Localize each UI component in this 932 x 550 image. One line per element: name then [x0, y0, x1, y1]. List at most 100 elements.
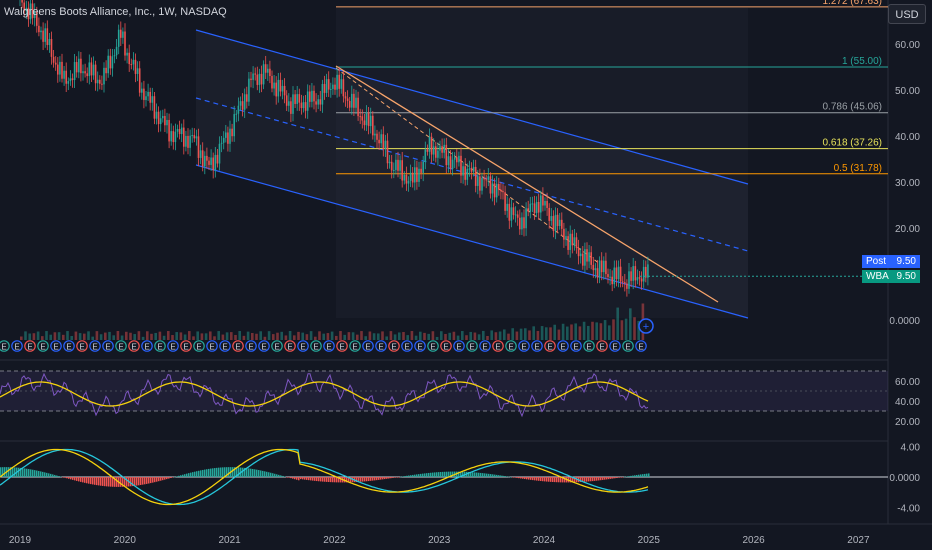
candle-body	[384, 140, 387, 149]
channel-mid-line	[195, 97, 749, 252]
volume-bar	[549, 327, 552, 340]
candle-body	[590, 252, 592, 265]
volume-bar	[230, 332, 233, 340]
macd-hist-bar	[82, 477, 84, 483]
volume-bar	[524, 328, 527, 340]
volume-bar	[309, 331, 313, 340]
candle-body	[432, 146, 435, 155]
earnings-marker	[349, 340, 361, 352]
macd-hist-bar	[338, 477, 340, 483]
candle-body	[374, 133, 376, 136]
candle-body	[334, 84, 336, 90]
candle-body	[533, 203, 536, 214]
candle-body	[550, 216, 553, 221]
volume-bar	[377, 333, 380, 340]
macd-hist-bar	[42, 471, 44, 477]
candle-body	[23, 2, 25, 12]
volume-bar	[305, 334, 309, 340]
candle-body	[206, 155, 208, 161]
macd-hist-bar	[372, 477, 374, 481]
macd-hist-bar	[462, 471, 464, 477]
candle-body	[82, 71, 84, 74]
currency-button[interactable]: USD	[888, 4, 926, 24]
candle-body	[388, 161, 391, 164]
earnings-marker	[310, 340, 322, 352]
candle-body	[25, 7, 28, 12]
macd-hist-bar	[396, 477, 398, 478]
candle-body	[50, 38, 53, 57]
macd-hist-bar	[322, 477, 324, 482]
candle-body	[632, 266, 634, 281]
volume-bar	[322, 333, 325, 340]
macd-hist-bar	[386, 477, 388, 479]
candle-body	[231, 128, 233, 137]
candle-body	[178, 129, 181, 135]
volume-bar	[503, 329, 506, 340]
earnings-marker-label: E	[430, 343, 435, 352]
candle-body	[621, 281, 624, 283]
candle-body	[117, 29, 120, 47]
earnings-marker-label: E	[92, 343, 97, 352]
macd-hist-bar	[504, 476, 506, 477]
macd-hist-bar	[160, 477, 162, 481]
candle-body	[346, 98, 349, 101]
candle-body	[258, 73, 261, 85]
candle-body	[94, 64, 97, 84]
macd-hist-bar	[188, 473, 190, 477]
macd-hist-bar	[286, 477, 288, 478]
candle-body	[504, 192, 506, 211]
earnings-marker-label: E	[326, 343, 331, 352]
earnings-marker-label: E	[443, 343, 448, 352]
macd-hist-bar	[122, 477, 124, 487]
macd-hist-bar	[444, 471, 446, 477]
candle-body	[283, 85, 286, 96]
candle-body	[441, 146, 443, 153]
candle-body	[468, 168, 471, 170]
volume-bar	[603, 320, 607, 340]
candle-body	[527, 208, 529, 212]
x-tick-label: 2024	[533, 535, 556, 546]
volume-bar	[435, 336, 439, 340]
macd-hist-bar	[412, 474, 414, 477]
volume-bar	[486, 335, 489, 340]
candle-body	[567, 236, 569, 250]
earnings-marker-label: E	[417, 343, 422, 352]
volume-bar	[402, 332, 405, 340]
earnings-marker-label: E	[612, 343, 617, 352]
candle-body	[491, 183, 494, 194]
macd-hist-bar	[290, 477, 292, 479]
candle-body	[571, 233, 574, 246]
candle-body	[323, 83, 326, 93]
macd-hist-bar	[168, 477, 170, 479]
macd-hist-bar	[64, 477, 66, 478]
candle-body	[607, 274, 609, 278]
macd-hist-bar	[384, 477, 386, 480]
candle-body	[298, 94, 301, 103]
candle-body	[411, 172, 414, 183]
macd-hist-bar	[612, 477, 614, 479]
macd-hist-bar	[552, 477, 554, 482]
macd-hist-bar	[616, 477, 618, 478]
macd-hist-bar	[374, 477, 376, 481]
candle-body	[628, 271, 630, 289]
macd-hist-bar	[152, 477, 154, 483]
candle-body	[617, 266, 620, 280]
volume-bar	[410, 331, 414, 340]
volume-bar	[414, 335, 418, 340]
earnings-marker-label: E	[118, 343, 123, 352]
macd-hist-bar	[442, 471, 444, 477]
candle-body	[216, 154, 219, 164]
macd-hist-bar	[70, 477, 72, 480]
candle-body	[474, 166, 477, 186]
macd-hist-bar	[436, 472, 438, 477]
candle-body	[514, 214, 517, 216]
candle-body	[397, 159, 399, 171]
macd-hist-bar	[378, 477, 380, 480]
macd-hist-bar	[280, 475, 282, 477]
candle-body	[294, 94, 296, 104]
macd-hist-bar	[364, 477, 366, 482]
macd-hist-bar	[172, 477, 174, 478]
earnings-marker-label: E	[404, 343, 409, 352]
macd-hist-bar	[252, 468, 254, 477]
